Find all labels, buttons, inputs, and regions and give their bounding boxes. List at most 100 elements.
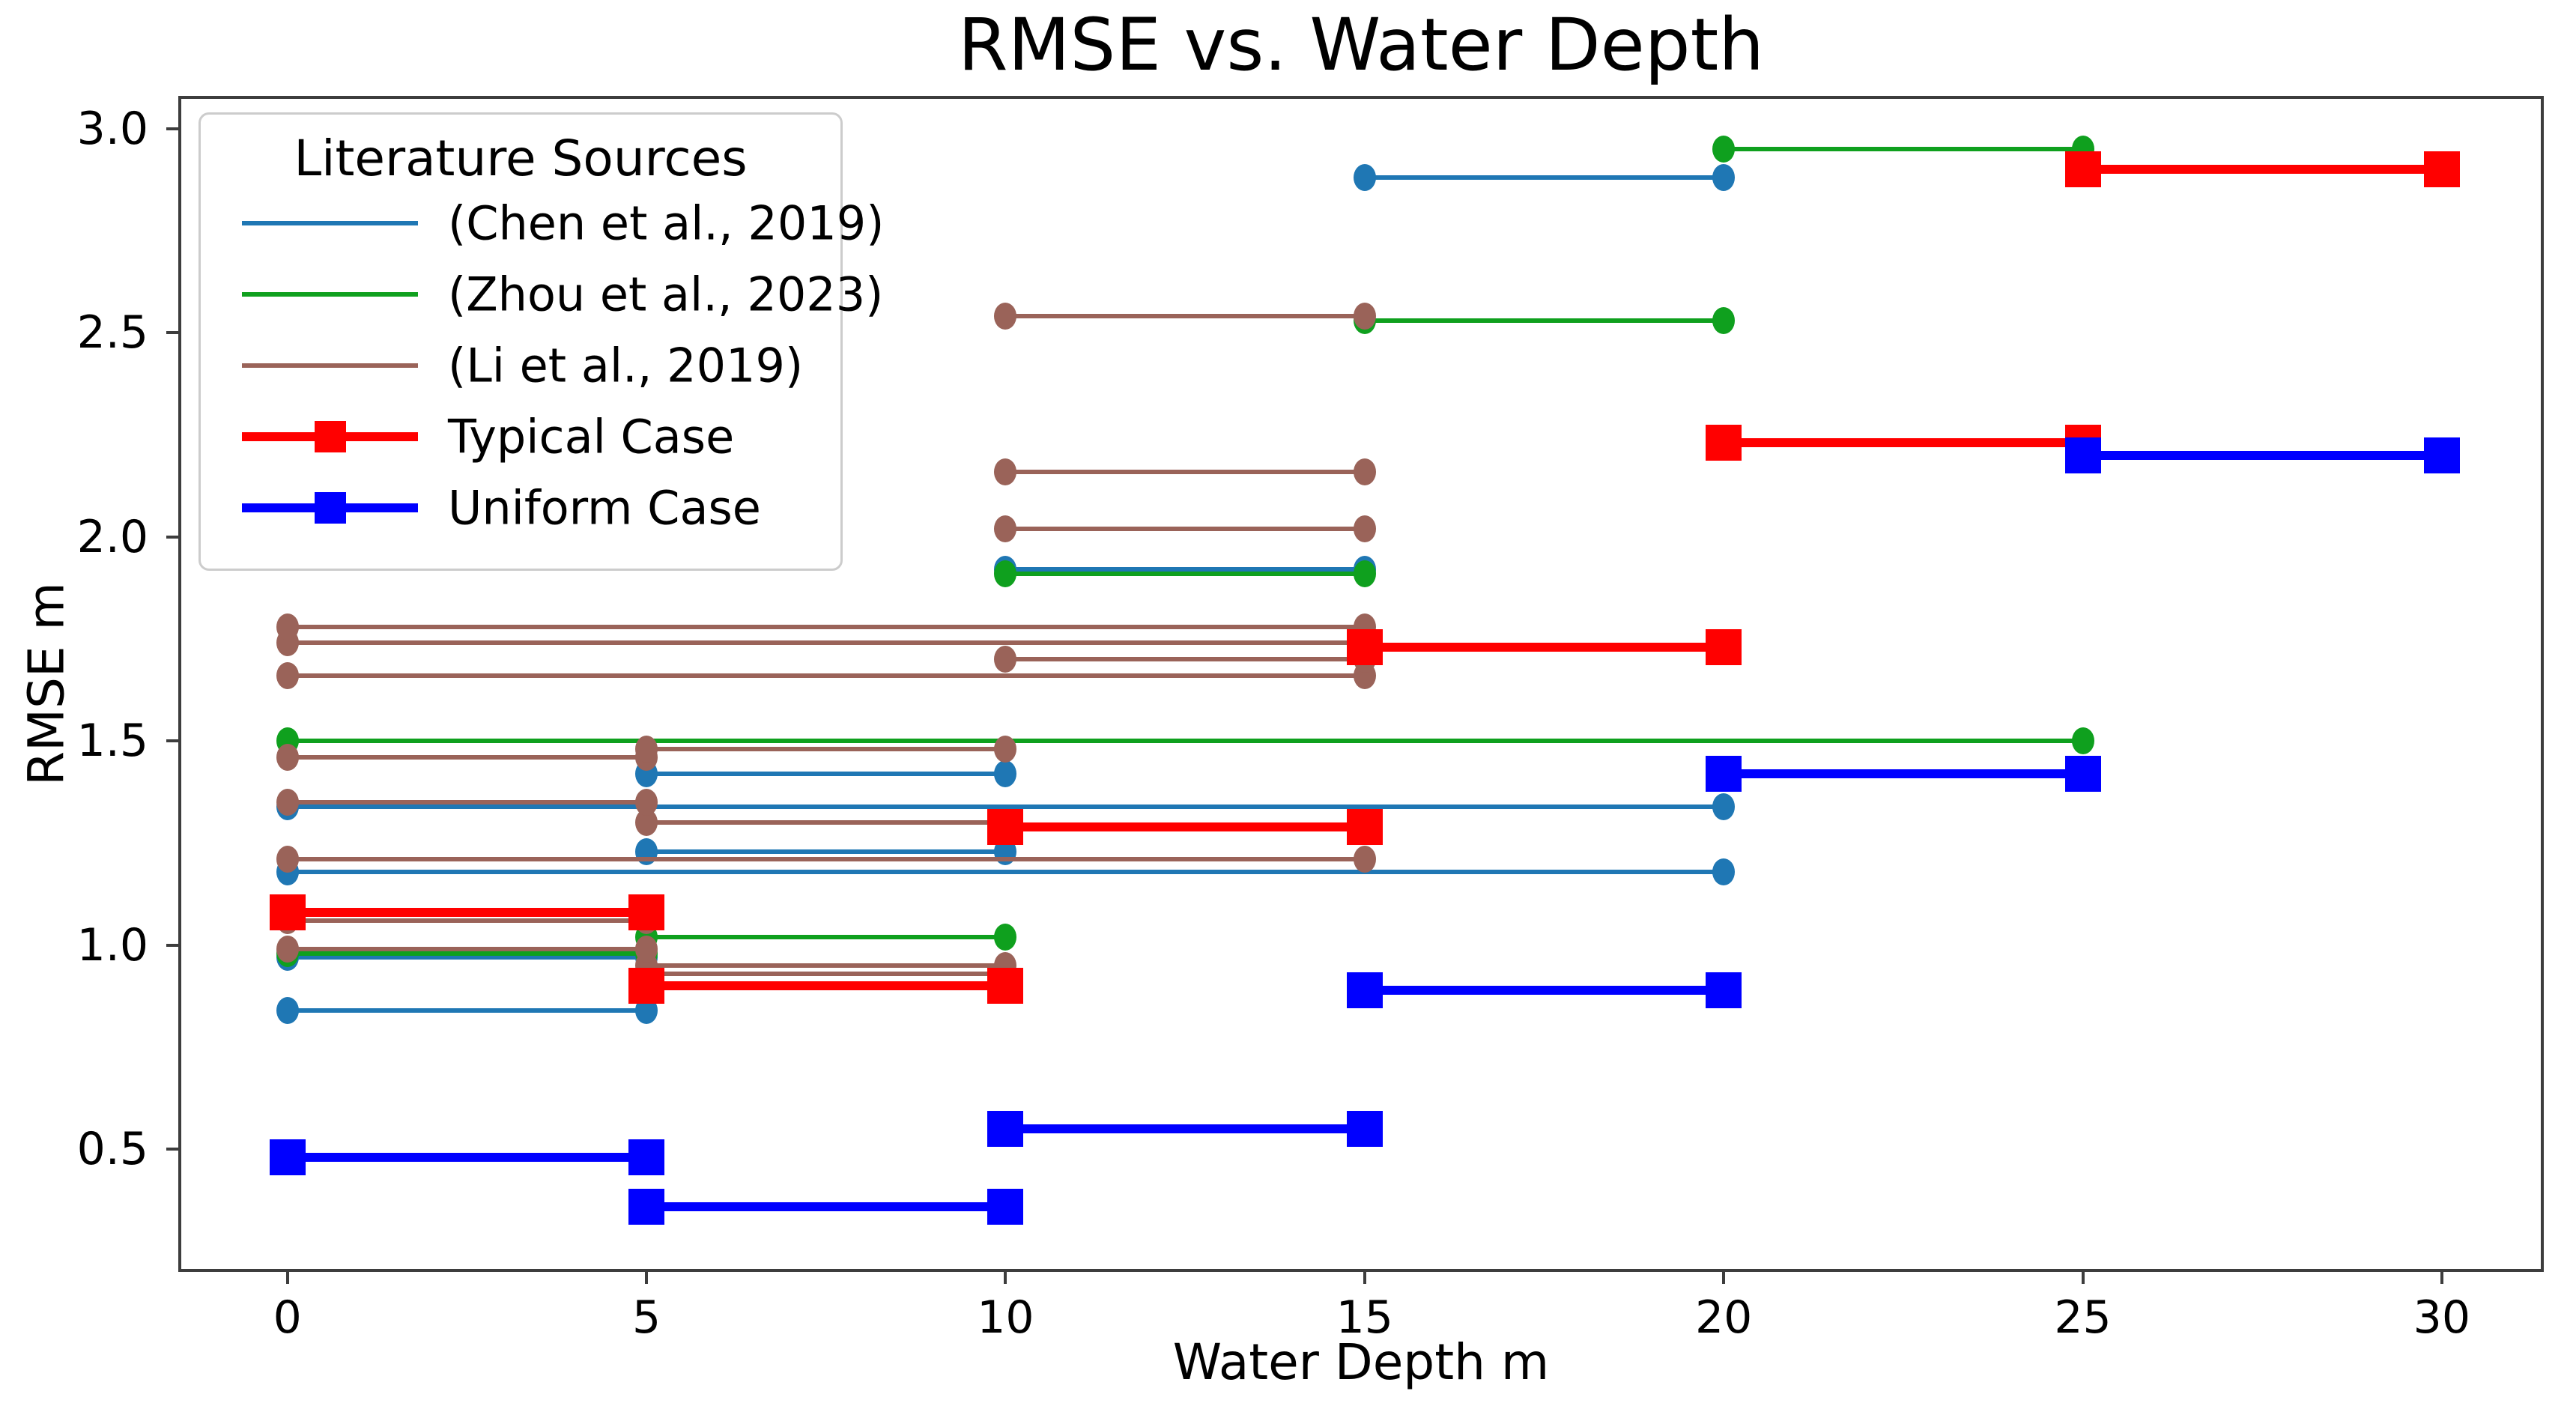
data-point-square [2423,151,2460,188]
data-point-dot [994,303,1017,330]
segment-line [1005,526,1365,531]
data-point-dot [1353,560,1376,587]
legend-sample-line [242,187,418,258]
data-point-dot [635,789,658,816]
data-point-dot [276,936,299,963]
legend-title: Literature Sources [294,130,748,187]
chart-title: RMSE vs. Water Depth [957,3,1765,87]
data-point-dot [1712,858,1736,885]
y-tick-label: 1.0 [76,918,148,972]
legend-line-swatch [242,220,418,225]
data-point-square [2064,151,2101,188]
x-tick-label: 25 [2054,1291,2112,1344]
legend-item-label: (Zhou et al., 2023) [448,267,884,321]
segment-line [287,951,647,956]
y-tick-label: 2.5 [76,306,148,360]
segment-line [646,934,1006,939]
segment-line [646,972,1006,977]
data-point-dot [994,646,1017,673]
y-tick-mark [166,739,178,743]
legend-item-uniform: Uniform Case [201,472,840,543]
data-point-dot [1353,458,1376,485]
top-spine [178,96,2544,99]
data-point-dot [635,936,658,963]
segment-line [1005,567,1365,572]
segment-line [287,947,647,952]
legend-item-chen: (Chen et al., 2019) [201,187,884,258]
y-tick-mark [166,943,178,947]
data-point-dot [1353,164,1376,192]
data-point-dot [994,736,1017,763]
data-point-dot [635,736,658,763]
legend-item-label: (Chen et al., 2019) [448,196,885,250]
legend-line-swatch [242,363,418,368]
segment-line [287,804,1724,809]
data-point-square [987,1111,1024,1148]
legend-rows: (Chen et al., 2019) (Zhou et al., 2023) (L… [201,187,884,543]
y-tick-mark [166,331,178,335]
right-spine [2541,96,2544,1272]
data-point-square [1706,755,1742,792]
segment-line [1005,657,1365,662]
data-point-dot [994,760,1017,787]
y-tick-label: 3.0 [76,102,148,155]
segment-line [287,755,647,760]
bottom-spine [178,1269,2544,1272]
legend-square-marker [314,491,346,524]
segment-line [1005,1124,1365,1134]
data-point-square [1346,808,1383,845]
segment-line [2082,165,2442,175]
x-tick-mark [1363,1272,1366,1284]
data-point-square [1706,425,1742,461]
segment-line [287,1008,647,1013]
data-point-square [2064,755,2101,792]
data-point-dot [276,613,299,640]
segment-line [1724,438,2083,448]
segment-line [287,624,1365,629]
data-point-square [269,1139,306,1176]
x-tick-mark [285,1272,289,1284]
segment-line [287,955,647,960]
y-tick-mark [166,127,178,130]
plot-area [178,96,2544,1272]
legend-sample-line [242,330,418,401]
data-point-dot [276,789,299,816]
x-tick-mark [1004,1272,1007,1284]
data-point-dot [1712,164,1736,192]
data-point-dot [276,997,299,1025]
legend-item-label: (Li et al., 2019) [448,338,804,393]
data-point-square [987,808,1024,845]
segment-line [287,800,647,805]
segment-line [1005,571,1365,576]
segment-line [1724,769,2083,778]
legend-box: Literature Sources (Chen et al., 2019) (Z… [198,112,884,571]
x-tick-mark [645,1272,649,1284]
x-tick-mark [2440,1272,2443,1284]
y-tick-label: 2.0 [76,510,148,563]
y-tick-mark [166,1148,178,1151]
y-axis-label: RMSE m [17,582,76,786]
data-point-square [1346,1111,1383,1148]
legend-item-li: (Li et al., 2019) [201,330,840,401]
legend-line-swatch [242,291,418,297]
segment-line [287,739,2083,744]
x-tick-label: 0 [273,1291,302,1344]
segment-line [646,849,1006,854]
data-point-square [1346,972,1383,1008]
data-point-square [987,968,1024,1004]
data-point-square [628,894,665,931]
data-point-dot [276,662,299,690]
data-point-dot [994,515,1017,542]
data-point-dot [994,923,1017,951]
segment-line [1005,822,1365,831]
x-tick-label: 10 [977,1291,1034,1344]
x-tick-label: 30 [2413,1291,2471,1344]
data-point-dot [994,458,1017,485]
data-point-square [1706,972,1742,1008]
segment-line [287,908,647,918]
segment-line [287,869,1724,874]
segment-line [646,963,1006,969]
x-tick-label: 15 [1336,1291,1393,1344]
